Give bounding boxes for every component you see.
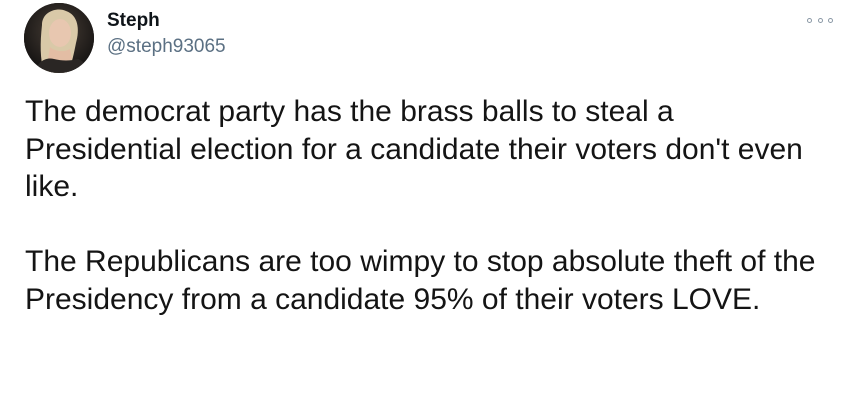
tweet-paragraph: The Republicans are too wimpy to stop ab…	[25, 245, 816, 316]
avatar[interactable]	[24, 3, 94, 73]
user-avatar-icon	[24, 3, 94, 73]
tweet-paragraph: The democrat party has the brass balls t…	[25, 95, 803, 203]
author-name[interactable]: Steph	[107, 10, 160, 31]
more-options-icon	[817, 17, 823, 23]
author-handle[interactable]: @steph93065	[107, 36, 226, 57]
more-options-button[interactable]	[807, 12, 833, 28]
more-options-icon	[828, 17, 833, 23]
more-options-icon	[807, 17, 812, 23]
tweet-text: The democrat party has the brass balls t…	[25, 93, 825, 318]
